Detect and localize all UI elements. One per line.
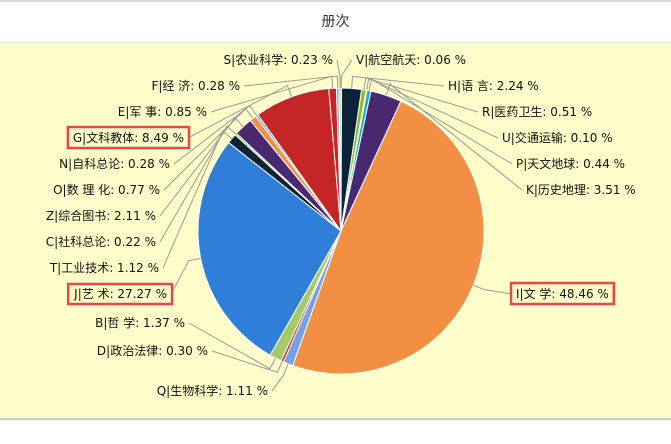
data-label-t: T|工业技术: 1.12 %: [49, 261, 159, 275]
highlight-box-j: [66, 282, 174, 306]
data-label-u: U|交通运输: 0.10 %: [502, 130, 613, 145]
connector-r: [363, 77, 479, 113]
connector-c: [159, 125, 237, 243]
data-label-e: E|军 事: 0.85 %: [118, 105, 207, 119]
data-label-p: P|天文地球: 0.44 %: [516, 156, 625, 171]
data-label-z: Z|综合图书: 2.11 %: [46, 208, 156, 223]
connector-i: [473, 284, 513, 295]
pie-slice-i[interactable]: [292, 100, 485, 375]
chart-title: 册次: [0, 2, 671, 42]
connector-h: [351, 75, 445, 89]
connector-u: [366, 77, 499, 139]
connector-z: [159, 117, 244, 217]
highlight-box-g: [66, 125, 191, 150]
connector-p: [368, 78, 513, 165]
data-label-d: D|政治法律: 0.30 %: [97, 344, 208, 358]
data-label-i: I|文 学: 48.46 %: [516, 286, 609, 301]
data-label-j: J|艺 术: 27.27 %: [73, 287, 167, 301]
data-labels: S|农业科学: 0.23 % V|航空航天: 0.06 % F|经 济: 0.28 …: [46, 52, 636, 398]
data-label-q: Q|生物科学: 1.11 %: [157, 383, 268, 398]
pie-slice-j[interactable]: [197, 141, 342, 356]
connector-f: [243, 75, 339, 89]
data-label-o: O|数 理 化: 0.77 %: [53, 182, 160, 197]
data-label-v: V|航空航天: 0.06 %: [356, 52, 466, 67]
connector-g: [187, 84, 293, 139]
data-label-f: F|经 济: 0.28 %: [151, 78, 240, 93]
top-border: [0, 0, 671, 2]
data-label-g: G|文科教体: 8.49 %: [73, 130, 184, 145]
data-label-h: H|语 言: 2.24 %: [448, 79, 539, 93]
connector-j: [170, 257, 201, 295]
pie-chart-area: S|农业科学: 0.23 % V|航空航天: 0.06 % F|经 济: 0.28 …: [0, 42, 671, 420]
footer-bar: [0, 420, 671, 444]
pie-chart: S|农业科学: 0.23 % V|航空航天: 0.06 % F|经 济: 0.28 …: [46, 52, 636, 398]
label-connectors: [159, 59, 523, 392]
connector-e: [210, 75, 334, 113]
data-label-k: K|历史地理: 3.51 %: [526, 183, 636, 197]
connector-t: [162, 130, 233, 269]
highlight-box-i: [509, 281, 616, 306]
connector-d: [211, 350, 283, 373]
connector-o: [163, 108, 254, 191]
data-label-b: B|哲 学: 1.37 %: [95, 315, 185, 330]
connector-v: [340, 59, 353, 89]
connector-q: [271, 363, 289, 392]
connector-s: [336, 59, 341, 89]
data-label-n: N|自科总论: 0.28 %: [59, 157, 170, 171]
connector-k: [385, 83, 523, 191]
pie-slices: [197, 87, 485, 375]
connector-n: [173, 104, 258, 165]
data-label-c: C|社科总论: 0.22 %: [46, 234, 156, 249]
connector-b: [188, 322, 276, 370]
data-label-r: R|医药卫生: 0.51 %: [482, 105, 592, 119]
highlight-boxes: [66, 125, 616, 306]
data-label-s: S|农业科学: 0.23 %: [224, 52, 333, 67]
